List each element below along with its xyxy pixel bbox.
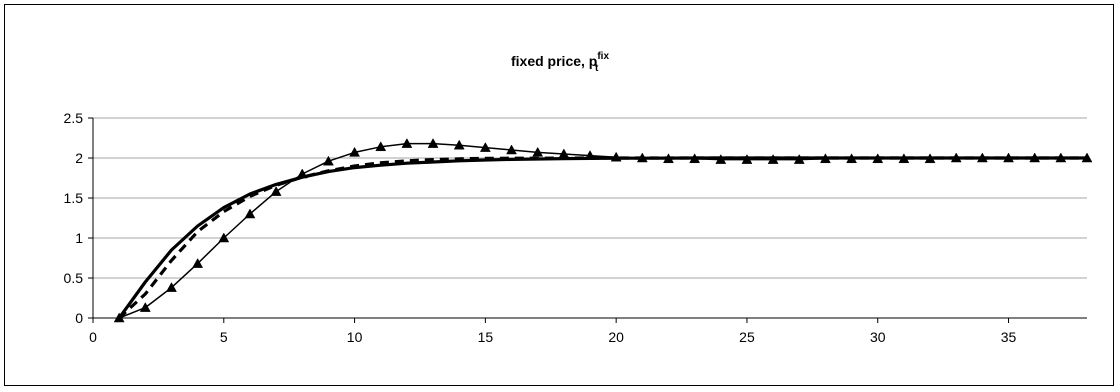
series-3-marker <box>976 152 988 163</box>
chart-title: fixed price, pfix t <box>511 51 609 74</box>
chart-title-main: fixed price, p <box>511 53 597 69</box>
series-3-marker <box>793 154 805 164</box>
series-3-marker <box>375 141 387 152</box>
y-tick-label: 0.5 <box>64 270 84 286</box>
chart-title-subscript: t <box>595 63 599 74</box>
series-2-line <box>118 156 1087 320</box>
series-3-marker <box>741 154 753 164</box>
series-3-marker <box>270 186 282 196</box>
series-3-marker <box>924 153 936 164</box>
series-3-marker <box>1055 152 1067 163</box>
x-tick-label: 35 <box>1001 329 1017 345</box>
y-tick-label: 1.5 <box>64 190 84 206</box>
series-3-marker <box>584 150 596 160</box>
y-tick-label: 2.5 <box>64 110 84 126</box>
series-3-marker <box>139 302 151 312</box>
x-tick-label: 0 <box>89 329 97 345</box>
series-3-marker <box>819 153 831 164</box>
series-3-marker <box>689 153 701 164</box>
series-3-marker <box>558 148 570 159</box>
x-tick-label: 5 <box>220 329 228 345</box>
series-3-marker <box>610 151 622 162</box>
series-3-marker <box>663 153 674 164</box>
series-3-marker <box>296 168 308 179</box>
series-3-marker <box>427 138 439 148</box>
series-3-marker <box>898 153 910 164</box>
series-3-marker <box>950 152 962 163</box>
series-3-marker <box>322 155 334 166</box>
series-3-marker <box>767 154 779 164</box>
series-3-marker <box>715 154 727 164</box>
series-3-line <box>118 142 1087 319</box>
chart-title-superscript: fix <box>597 51 609 62</box>
x-tick-label: 20 <box>608 329 624 345</box>
series-3-marker <box>453 139 465 150</box>
series-3-marker <box>532 146 544 157</box>
series-3-marker <box>401 138 413 148</box>
series-3-marker <box>846 153 858 164</box>
x-tick-label: 30 <box>870 329 886 345</box>
series-3-marker <box>192 258 204 268</box>
series-3-marker <box>1081 152 1093 163</box>
series-3-marker <box>349 146 361 157</box>
chart-frame <box>4 4 1114 386</box>
y-tick-label: 0 <box>75 310 83 326</box>
x-tick-label: 10 <box>347 329 363 345</box>
series-3-marker <box>1003 152 1014 163</box>
x-tick-label: 15 <box>478 329 494 345</box>
series-3-marker <box>479 142 491 152</box>
series-3-marker <box>636 152 648 163</box>
series-3-marker <box>166 282 177 292</box>
y-tick-label: 2 <box>75 150 83 166</box>
series-3-marker <box>244 208 256 219</box>
series-3-marker <box>1029 152 1041 163</box>
series-3-marker <box>872 153 884 164</box>
series-3-marker <box>218 232 230 243</box>
x-tick-label: 25 <box>739 329 755 345</box>
y-tick-label: 1 <box>75 230 83 246</box>
series-3-marker <box>506 144 517 155</box>
series-3-marker <box>113 312 125 323</box>
